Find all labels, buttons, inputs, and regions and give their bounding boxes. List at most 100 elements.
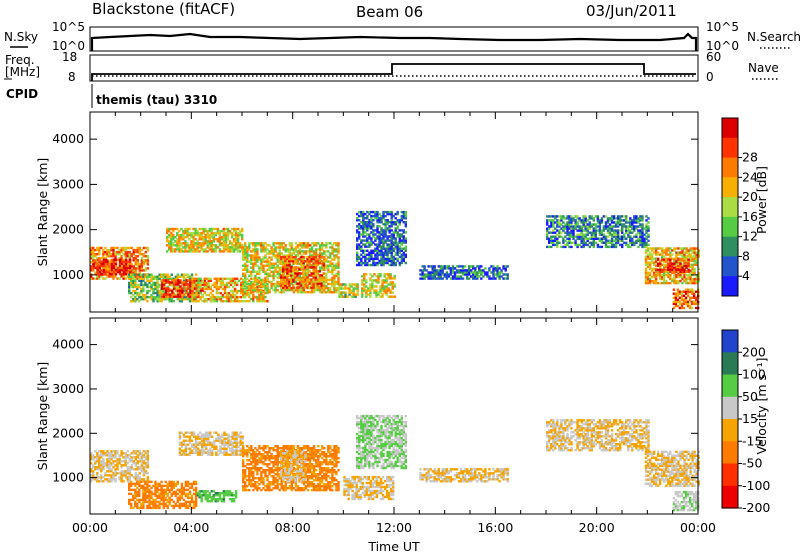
heatmap-cell (682, 306, 686, 310)
heatmap-cell (110, 464, 113, 467)
heatmap-cell (368, 257, 371, 261)
heatmap-cell (478, 271, 481, 274)
heatmap-cell (679, 270, 682, 273)
heatmap-cell (194, 298, 198, 301)
heatmap-cell (108, 264, 112, 268)
heatmap-cell (317, 288, 320, 292)
heatmap-cell (296, 246, 300, 249)
heatmap-cell (358, 245, 361, 248)
heatmap-cell (140, 466, 144, 469)
heatmap-cell (136, 504, 139, 508)
heatmap-cell (194, 229, 197, 233)
heatmap-cell (132, 298, 135, 301)
heatmap-cell (500, 271, 503, 274)
heatmap-cell (550, 237, 553, 240)
heatmap-cell (612, 221, 616, 224)
heatmap-cell (276, 254, 279, 257)
heatmap-cell (673, 279, 676, 283)
heatmap-cell (246, 282, 249, 286)
heatmap-cell (629, 231, 632, 234)
heatmap-cell (154, 291, 157, 295)
heatmap-cell (364, 253, 367, 256)
heatmap-cell (344, 287, 347, 290)
heatmap-cell (363, 287, 366, 290)
heatmap-cell (684, 288, 688, 291)
heatmap-cell (304, 286, 307, 289)
heatmap-cell (140, 504, 143, 508)
heatmap-cell (319, 260, 322, 263)
heatmap-cell (592, 241, 595, 244)
heatmap-cell (214, 227, 217, 231)
heatmap-cell (165, 287, 168, 290)
heatmap-cell (284, 280, 287, 283)
heatmap-cell (208, 242, 211, 245)
heatmap-cell (112, 275, 115, 278)
heatmap-cell (689, 269, 692, 273)
heatmap-cell (690, 300, 694, 304)
heatmap-cell (354, 285, 357, 288)
heatmap-cell (362, 231, 365, 234)
heatmap-cell (586, 227, 589, 230)
heatmap-cell (562, 217, 565, 220)
heatmap-cell (116, 452, 119, 455)
heatmap-cell (680, 306, 684, 310)
heatmap-cell (654, 270, 658, 273)
heatmap-cell (449, 273, 453, 276)
heatmap-cell (314, 270, 317, 273)
heatmap-cell (166, 295, 169, 299)
heatmap-cell (256, 279, 259, 282)
heatmap-cell (132, 267, 135, 270)
heatmap-cell (368, 241, 371, 244)
heatmap-cell (140, 454, 144, 457)
heatmap-cell (374, 249, 377, 252)
heatmap-cell (180, 244, 183, 247)
heatmap-cell (672, 300, 676, 304)
heatmap-cell (96, 468, 99, 471)
heatmap-cell (588, 221, 591, 224)
heatmap-cell (96, 264, 99, 268)
heatmap-cell (208, 244, 211, 247)
heatmap-cell (250, 258, 253, 261)
heatmap-cell (179, 293, 182, 296)
heatmap-cell (274, 284, 277, 288)
heatmap-cell (168, 236, 171, 239)
heatmap-cell (396, 227, 399, 230)
heatmap-cell (144, 452, 148, 455)
heatmap-cell (320, 276, 323, 279)
heatmap-cell (178, 248, 181, 251)
heatmap-cell (256, 258, 259, 261)
heatmap-cell (136, 466, 139, 469)
heatmap-cell (335, 274, 338, 278)
heatmap-cell (654, 275, 658, 279)
heatmap-cell (156, 285, 159, 289)
heatmap-cell (142, 450, 146, 453)
heatmap-cell (98, 454, 101, 457)
heatmap-cell (178, 238, 181, 241)
heatmap-cell (373, 279, 376, 282)
heatmap-cell (222, 244, 226, 247)
heatmap-cell (274, 256, 277, 259)
heatmap-cell (680, 302, 684, 306)
heatmap-cell (379, 289, 382, 292)
heatmap-cell (304, 246, 308, 249)
heatmap-cell (234, 244, 238, 247)
heatmap-cell (402, 237, 405, 240)
heatmap-cell (362, 235, 365, 238)
heatmap-cell (374, 217, 377, 220)
heatmap-cell (433, 271, 436, 274)
heatmap-cell (270, 286, 273, 290)
heatmap-cell (146, 478, 150, 481)
heatmap-cell (169, 281, 172, 284)
heatmap-cell (195, 281, 198, 285)
heatmap-cell (128, 482, 131, 486)
heatmap-cell (598, 227, 602, 230)
heatmap-cell (142, 472, 146, 475)
heatmap-cell (648, 273, 652, 277)
heatmap-cell (110, 480, 113, 483)
heatmap-cell (244, 274, 247, 278)
heatmap-cell (684, 292, 688, 295)
heatmap-cell (691, 279, 694, 283)
heatmap-cell (108, 267, 111, 270)
heatmap-cell (178, 244, 181, 247)
heatmap-cell (128, 492, 131, 496)
